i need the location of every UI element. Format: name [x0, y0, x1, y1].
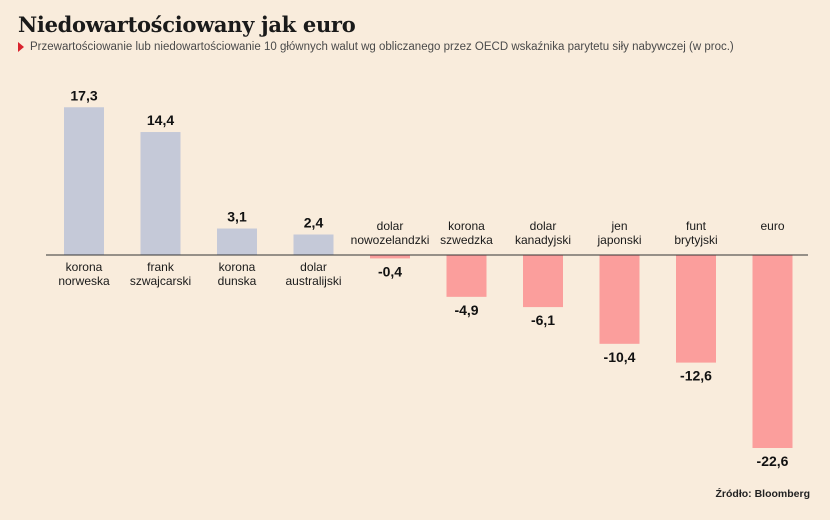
- category-label: korona: [66, 260, 103, 274]
- data-label: 2,4: [304, 215, 324, 231]
- data-label: -4,9: [454, 302, 478, 318]
- chart-title: Niedowartościowany jak euro: [18, 12, 356, 37]
- category-label: nowozelandzki: [351, 233, 430, 247]
- bar: [446, 255, 487, 297]
- category-label: korona: [219, 260, 256, 274]
- bar: [676, 255, 716, 363]
- bar: [64, 107, 104, 256]
- bar: [752, 255, 793, 449]
- data-label: 17,3: [70, 87, 97, 103]
- category-label: euro: [760, 219, 784, 233]
- bar: [523, 255, 563, 308]
- data-label: -22,6: [757, 453, 789, 469]
- category-label: norweska: [58, 274, 110, 288]
- data-label: -6,1: [531, 312, 555, 328]
- bar: [140, 132, 181, 255]
- category-label: frank: [147, 260, 175, 274]
- bar: [217, 228, 257, 255]
- category-label: szwedzka: [440, 233, 493, 247]
- data-label: 3,1: [227, 209, 247, 225]
- chart-subtitle: Przewartościowanie lub niedowartościowan…: [30, 41, 734, 53]
- bar: [599, 255, 640, 344]
- category-label: brytyjski: [674, 233, 717, 247]
- category-label: dolar: [530, 219, 557, 233]
- source-note: Źródło: Bloomberg: [715, 488, 811, 500]
- bar: [293, 234, 334, 255]
- category-label: jen: [610, 219, 627, 233]
- data-label: 14,4: [147, 112, 174, 128]
- subtitle-row: Przewartościowanie lub niedowartościowan…: [18, 41, 734, 53]
- bar: [370, 255, 410, 259]
- category-label: kanadyjski: [515, 233, 571, 247]
- category-label: dolar: [300, 260, 327, 274]
- category-label: szwajcarski: [130, 274, 191, 288]
- category-label: japonski: [596, 233, 641, 247]
- data-label: -12,6: [680, 368, 712, 384]
- category-label: korona: [448, 219, 485, 233]
- triangle-marker-icon: [18, 42, 24, 52]
- category-label: dolar: [377, 219, 404, 233]
- category-label: funt: [686, 219, 707, 233]
- data-label: -0,4: [378, 263, 402, 279]
- data-label: -10,4: [604, 349, 636, 365]
- category-label: dunska: [218, 274, 257, 288]
- category-label: australijski: [285, 274, 341, 288]
